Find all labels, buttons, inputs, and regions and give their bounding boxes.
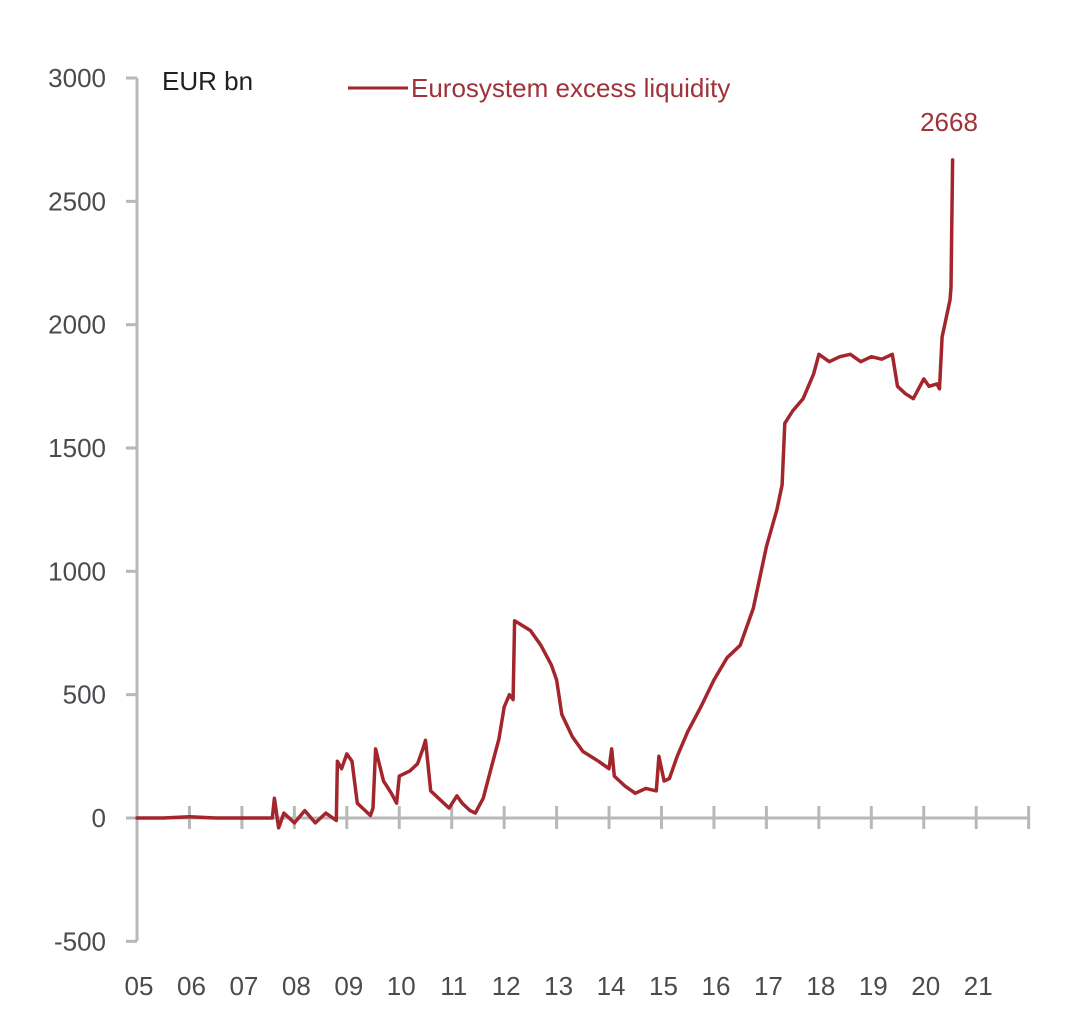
unit-label: EUR bn — [162, 66, 253, 96]
legend-label: Eurosystem excess liquidity — [411, 73, 730, 103]
y-tick-label: 2500 — [48, 186, 106, 216]
y-axis-labels: 3000 2500 2000 1500 1000 500 0 -500 — [48, 63, 106, 956]
x-tick-label: 05 — [125, 971, 154, 1001]
x-tick-label: 18 — [806, 971, 835, 1001]
x-axis-labels: 05 06 07 08 09 10 11 12 13 14 15 16 17 18 19 20 21 — [125, 971, 993, 1001]
x-tick-label: 15 — [649, 971, 678, 1001]
y-tick-label: 1500 — [48, 433, 106, 463]
excess-liquidity-line — [135, 158, 955, 830]
y-tick-label: -500 — [54, 926, 106, 956]
x-tick-label: 16 — [701, 971, 730, 1001]
x-tick-label: 07 — [229, 971, 258, 1001]
x-tick-label: 13 — [544, 971, 573, 1001]
x-tick-label: 12 — [492, 971, 521, 1001]
x-tick-label: 14 — [597, 971, 626, 1001]
x-tick-label: 19 — [859, 971, 888, 1001]
y-tick-label: 1000 — [48, 556, 106, 586]
x-tick-label: 10 — [387, 971, 416, 1001]
y-tick-label: 0 — [92, 803, 106, 833]
legend: Eurosystem excess liquidity — [348, 73, 730, 103]
x-tick-label: 06 — [177, 971, 206, 1001]
axes — [126, 76, 1031, 943]
x-tick-label: 21 — [964, 971, 993, 1001]
x-tick-label: 17 — [754, 971, 783, 1001]
peak-annotation: 2668 — [920, 107, 978, 137]
y-tick-label: 3000 — [48, 63, 106, 93]
x-tick-label: 20 — [911, 971, 940, 1001]
x-tick-label: 11 — [440, 971, 467, 1001]
x-tick-label: 08 — [282, 971, 311, 1001]
y-tick-label: 500 — [63, 680, 106, 710]
x-tick-label: 09 — [334, 971, 363, 1001]
y-axis-ticks — [126, 76, 137, 943]
y-tick-label: 2000 — [48, 310, 106, 340]
